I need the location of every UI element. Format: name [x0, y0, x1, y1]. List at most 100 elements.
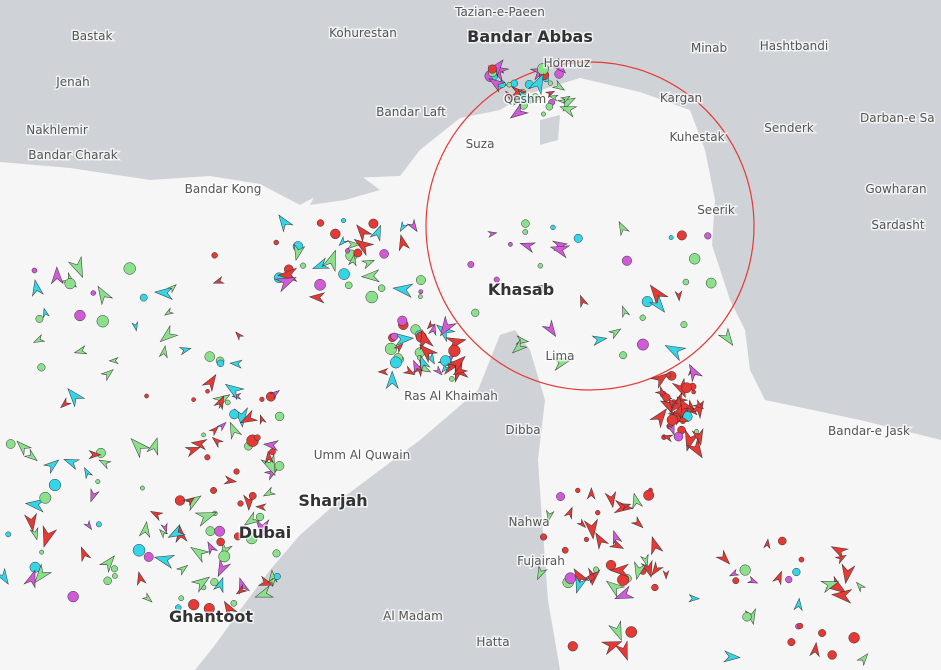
vessel-marker[interactable] [272, 549, 281, 558]
vessel-marker[interactable] [29, 527, 40, 541]
vessel-marker[interactable] [274, 212, 294, 233]
vessel-marker[interactable] [619, 351, 628, 360]
vessel-marker[interactable] [311, 257, 330, 273]
vessel-marker[interactable] [439, 355, 452, 367]
vessel-marker[interactable] [551, 353, 573, 371]
vessel-marker[interactable] [545, 509, 555, 523]
vessel-marker[interactable] [640, 553, 651, 567]
vessel-marker[interactable] [647, 535, 664, 556]
vessel-marker[interactable] [563, 506, 576, 520]
vessel-marker[interactable] [571, 575, 588, 594]
vessel-marker[interactable] [377, 284, 386, 292]
vessel-marker[interactable] [671, 403, 686, 420]
vessel-marker[interactable] [595, 510, 601, 516]
vessel-marker[interactable] [418, 289, 424, 295]
vessel-marker[interactable] [540, 533, 548, 541]
vessel-marker[interactable] [42, 456, 62, 475]
vessel-marker[interactable] [5, 531, 12, 538]
vessel-marker[interactable] [308, 292, 326, 304]
vessel-marker[interactable] [230, 600, 238, 607]
vessel-marker[interactable] [178, 345, 192, 356]
vessel-marker[interactable] [241, 511, 261, 529]
vessel-marker[interactable] [854, 580, 867, 593]
vessel-marker[interactable] [471, 308, 480, 317]
vessel-marker[interactable] [273, 239, 279, 246]
vessel-marker[interactable] [211, 252, 218, 259]
vessel-marker[interactable] [353, 248, 363, 258]
vessel-marker[interactable] [210, 434, 224, 449]
vessel-marker[interactable] [449, 376, 455, 382]
vessel-marker[interactable] [160, 522, 169, 534]
vessel-marker[interactable] [369, 223, 385, 242]
vessel-marker[interactable] [662, 339, 687, 362]
vessel-marker[interactable] [487, 230, 498, 238]
vessel-marker[interactable] [739, 564, 751, 576]
vessel-marker[interactable] [379, 249, 389, 259]
vessel-marker[interactable] [37, 363, 46, 372]
vessel-marker[interactable] [651, 583, 659, 592]
vessel-marker[interactable] [87, 488, 100, 503]
vessel-marker[interactable] [83, 519, 94, 531]
vessel-marker[interactable] [188, 542, 210, 564]
vessel-marker[interactable] [573, 233, 583, 243]
vessel-marker[interactable] [266, 575, 279, 588]
vessel-marker[interactable] [746, 575, 759, 587]
vessel-marker[interactable] [67, 255, 89, 280]
vessel-marker[interactable] [218, 550, 231, 563]
vessel-marker[interactable] [536, 281, 553, 295]
vessel-marker[interactable] [527, 71, 550, 96]
vessel-marker[interactable] [691, 389, 696, 395]
vessel-marker[interactable] [203, 603, 215, 615]
vessel-marker[interactable] [415, 340, 439, 364]
vessel-marker[interactable] [194, 506, 219, 527]
vessel-marker[interactable] [158, 345, 169, 359]
vessel-marker[interactable] [338, 268, 350, 280]
vessel-marker[interactable] [410, 359, 424, 375]
vessel-marker[interactable] [73, 345, 88, 357]
vessel-marker[interactable] [153, 551, 176, 569]
vessel-marker[interactable] [205, 389, 210, 394]
vessel-marker[interactable] [346, 239, 361, 250]
vessel-marker[interactable] [674, 290, 683, 302]
vessel-marker[interactable] [225, 420, 243, 440]
vessel-marker[interactable] [175, 562, 190, 576]
vessel-marker[interactable] [392, 282, 414, 298]
vessel-marker[interactable] [23, 568, 40, 589]
vessel-marker[interactable] [348, 253, 358, 267]
vessel-marker[interactable] [848, 632, 860, 644]
vessel-marker[interactable] [138, 520, 151, 539]
vessel-marker[interactable] [31, 267, 38, 274]
vessel-marker[interactable] [321, 248, 342, 273]
vessel-marker[interactable] [178, 595, 185, 602]
vessel-marker[interactable] [259, 396, 265, 402]
vessel-marker[interactable] [509, 338, 528, 356]
vessel-marker[interactable] [144, 393, 149, 399]
vessel-marker[interactable] [662, 570, 670, 580]
vessel-marker[interactable] [188, 599, 200, 611]
vessel-marker[interactable] [255, 503, 267, 512]
vessel-marker[interactable] [639, 314, 646, 321]
vessel-marker[interactable] [556, 492, 565, 501]
vessel-marker[interactable] [77, 545, 92, 563]
vessel-marker[interactable] [13, 437, 33, 457]
vessel-marker[interactable] [190, 437, 208, 451]
vessel-marker[interactable] [210, 578, 219, 587]
vessel-marker[interactable] [798, 556, 805, 563]
vessel-marker[interactable] [834, 552, 848, 565]
vessel-marker[interactable] [508, 242, 513, 247]
vessel-marker[interactable] [216, 420, 228, 432]
vessel-marker[interactable] [394, 332, 415, 347]
vessel-marker[interactable] [533, 564, 548, 581]
vessel-marker[interactable] [95, 521, 102, 528]
vessel-marker[interactable] [605, 560, 617, 571]
vessel-marker[interactable] [564, 572, 577, 584]
vessel-marker[interactable] [415, 275, 426, 285]
vessel-marker[interactable] [265, 391, 276, 402]
vessel-marker[interactable] [300, 262, 307, 269]
vessel-marker[interactable] [337, 236, 349, 248]
vessel-marker[interactable] [640, 559, 657, 579]
vessel-marker[interactable] [608, 326, 623, 340]
vessel-marker[interactable] [213, 394, 228, 411]
vessel-marker[interactable] [39, 549, 45, 555]
vessel-marker[interactable] [613, 585, 635, 604]
